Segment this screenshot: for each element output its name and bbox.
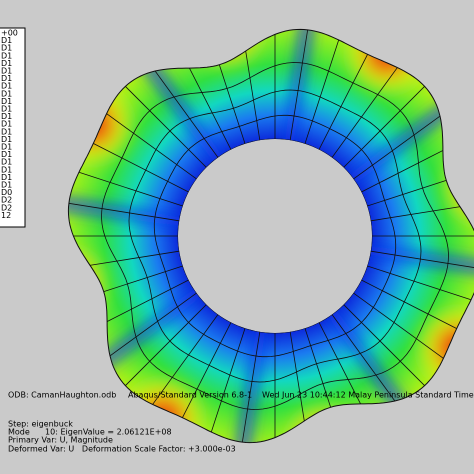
mesh-ring <box>101 62 449 410</box>
mesh-radial <box>370 250 474 270</box>
mesh-radial <box>241 331 261 443</box>
info-version: Abaqus/Standard Version 6.8-1 <box>128 391 252 400</box>
mesh-radial <box>87 250 180 267</box>
mesh-radial <box>108 292 197 358</box>
mesh-radial <box>123 304 207 388</box>
legend-label: D1 <box>1 127 12 136</box>
mesh-radial <box>101 265 183 293</box>
legend-label: D1 <box>1 51 12 60</box>
legend-label: D2 <box>1 203 12 212</box>
mesh-radial <box>361 149 445 193</box>
legend-label: 12 <box>1 211 11 220</box>
mesh-radial <box>331 65 399 158</box>
mesh-radial <box>68 202 180 222</box>
mesh-lines <box>68 29 474 443</box>
mesh-radial <box>353 114 442 180</box>
legend-label: +00 <box>1 29 18 38</box>
info-deformed: Deformed Var: U Deformation Scale Factor… <box>8 445 236 454</box>
mesh-radial <box>210 328 246 435</box>
legend-label: D1 <box>1 36 12 45</box>
legend-label: D1 <box>1 173 12 182</box>
mesh-radial <box>343 304 427 388</box>
mesh-ring <box>153 114 397 358</box>
legend-box <box>0 27 26 228</box>
legend-label: D2 <box>1 196 12 205</box>
legend-label: D1 <box>1 105 12 114</box>
mesh-radial <box>367 265 474 301</box>
mesh-radial <box>370 205 463 222</box>
legend-label: D1 <box>1 181 12 190</box>
mesh-radial <box>188 66 232 150</box>
mesh-radial <box>218 62 246 144</box>
legend-label: D1 <box>1 158 12 167</box>
legend-label: D1 <box>1 89 12 98</box>
mesh-radial <box>76 171 183 207</box>
mesh-radial <box>91 142 189 193</box>
mesh-radial <box>343 84 427 168</box>
mesh-radial <box>331 314 397 403</box>
mesh-radial <box>304 37 340 144</box>
mesh-radial <box>105 279 189 323</box>
legend-label: D1 <box>1 120 12 129</box>
info-primary: Primary Var: U, Magnitude <box>8 436 113 445</box>
legend-label: D1 <box>1 82 12 91</box>
legend-label: D1 <box>1 143 12 152</box>
mesh-radial <box>153 69 219 158</box>
info-step: Step: eigenbuck <box>8 420 73 429</box>
info-time: Wed Jun 23 10:44:12 Malay Peninsula Stan… <box>262 391 474 400</box>
legend-label: D1 <box>1 135 12 144</box>
mesh-radial <box>289 331 306 424</box>
mesh-radial <box>304 328 332 410</box>
mesh-radial <box>123 84 207 168</box>
legend-label: D1 <box>1 165 12 174</box>
legend: +00D1D1D1D1D1D1D1D1D1D1D1D1D1D1D1D1D1D1D… <box>0 27 26 228</box>
mesh-radial <box>318 322 362 406</box>
mesh-radial <box>289 29 309 141</box>
legend-label: D1 <box>1 74 12 83</box>
info-mode: Mode 10: EigenValue = 2.06121E+08 <box>8 428 172 437</box>
legend-label: D1 <box>1 67 12 76</box>
mesh-radial <box>244 48 261 141</box>
mesh-radial <box>318 52 369 150</box>
legend-label: D1 <box>1 44 12 53</box>
mesh-radial <box>104 112 197 180</box>
mesh-radial <box>353 292 446 360</box>
legend-label: D0 <box>1 188 12 197</box>
legend-label: D1 <box>1 112 12 121</box>
mesh-radial <box>181 322 232 420</box>
mesh-ring <box>128 89 422 383</box>
legend-label: D1 <box>1 59 12 68</box>
mesh-outline <box>67 28 474 444</box>
mesh-radial <box>367 179 449 207</box>
mesh-radial <box>361 279 459 330</box>
legend-label: D1 <box>1 150 12 159</box>
info-odb: ODB: CamanHaughton.odb <box>8 391 116 400</box>
legend-label: D1 <box>1 97 12 106</box>
mesh-radial <box>151 314 219 407</box>
